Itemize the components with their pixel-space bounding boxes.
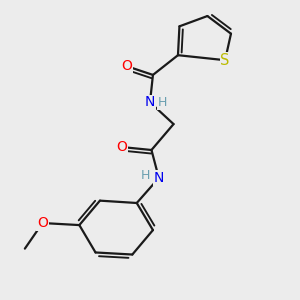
Text: O: O [117,140,128,154]
Text: N: N [145,95,155,109]
Text: N: N [154,171,164,185]
Text: O: O [37,216,48,230]
Text: S: S [220,53,230,68]
Text: H: H [141,169,150,182]
Text: O: O [121,59,132,73]
Text: H: H [158,96,167,110]
